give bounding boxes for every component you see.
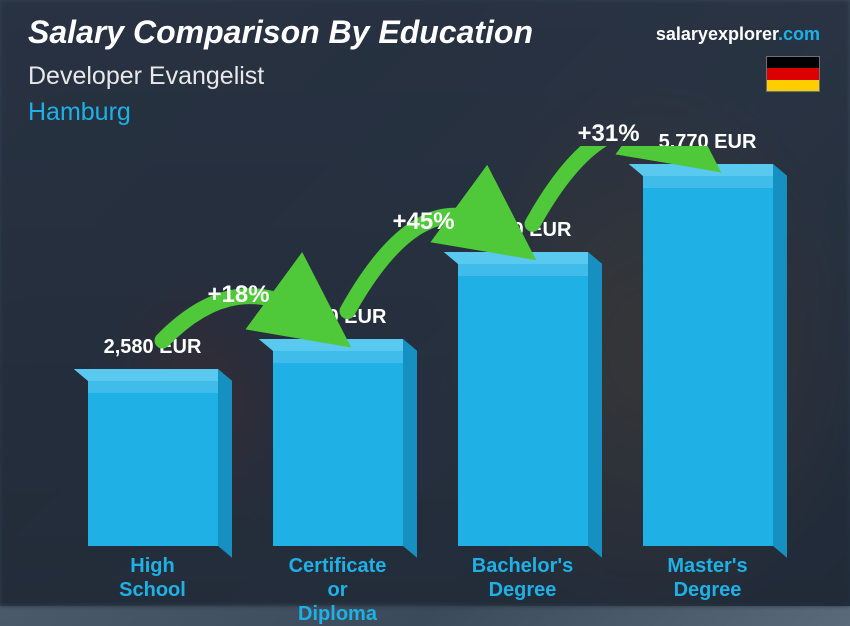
bar-value: 5,770 EUR bbox=[659, 131, 757, 154]
bar bbox=[643, 176, 773, 546]
increase-label: +45% bbox=[393, 208, 455, 236]
chart-subtitle: Developer Evangelist bbox=[28, 62, 264, 91]
increase-label: +18% bbox=[208, 281, 270, 309]
bar bbox=[458, 264, 588, 546]
bar-label: Bachelor's Degree bbox=[472, 554, 573, 602]
brand-domain: .com bbox=[778, 24, 820, 44]
bar-value: 3,040 EUR bbox=[289, 306, 387, 329]
flag-stripe-0 bbox=[767, 57, 819, 68]
brand-name: salaryexplorer bbox=[656, 24, 778, 44]
increase-label: +31% bbox=[578, 120, 640, 148]
bar bbox=[273, 351, 403, 546]
flag-stripe-1 bbox=[767, 68, 819, 79]
bar bbox=[88, 381, 218, 546]
flag-stripe-2 bbox=[767, 80, 819, 91]
chart-location: Hamburg bbox=[28, 98, 131, 127]
bar-label: Master's Degree bbox=[667, 554, 747, 602]
chart-title: Salary Comparison By Education bbox=[28, 14, 533, 51]
brand-label: salaryexplorer.com bbox=[656, 24, 820, 45]
bar-value: 4,400 EUR bbox=[474, 219, 572, 242]
germany-flag-icon bbox=[766, 56, 820, 92]
bar-label: Certificate or Diploma bbox=[289, 554, 387, 626]
bar-label: High School bbox=[106, 554, 199, 602]
bar-value: 2,580 EUR bbox=[104, 336, 202, 359]
chart-container: Salary Comparison By Education Developer… bbox=[0, 0, 850, 606]
bar-chart: 2,580 EURHigh School3,040 EURCertificate… bbox=[60, 146, 800, 546]
